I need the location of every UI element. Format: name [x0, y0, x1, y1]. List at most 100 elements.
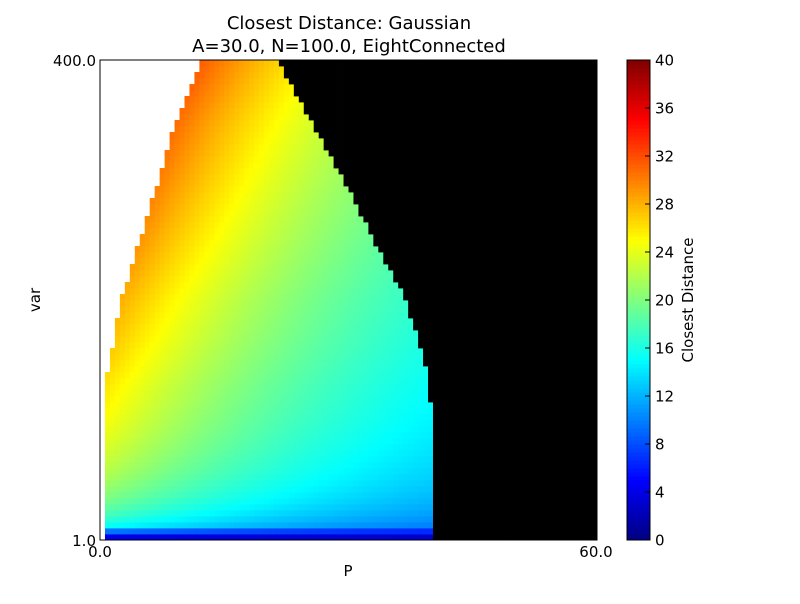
heatmap-cell — [378, 522, 384, 529]
heatmap-cell — [492, 438, 498, 445]
heatmap-cell — [104, 408, 111, 415]
heatmap-cell — [338, 246, 344, 253]
heatmap-cell — [189, 324, 195, 331]
heatmap-cell — [129, 510, 136, 517]
heatmap-cell — [477, 456, 484, 463]
heatmap-cell — [532, 498, 538, 505]
heatmap-cell — [109, 486, 116, 493]
heatmap-cell — [472, 408, 479, 415]
heatmap-cell — [502, 318, 508, 325]
heatmap-cell — [582, 372, 588, 379]
heatmap-cell — [512, 384, 518, 391]
heatmap-cell — [472, 252, 479, 259]
heatmap-cell — [393, 270, 399, 277]
heatmap-cell — [209, 438, 215, 445]
heatmap-cell — [169, 258, 175, 265]
heatmap-cell — [467, 486, 474, 493]
heatmap-cell — [393, 348, 399, 355]
heatmap-cell — [259, 288, 265, 295]
heatmap-cell — [403, 432, 409, 439]
heatmap-cell — [293, 528, 300, 535]
heatmap-cell — [239, 342, 245, 349]
heatmap-cell — [278, 312, 285, 319]
heatmap-cell — [229, 306, 235, 313]
heatmap-cell — [587, 234, 593, 241]
heatmap-cell — [164, 264, 170, 271]
heatmap-cell — [462, 486, 469, 493]
heatmap-cell — [437, 318, 444, 325]
heatmap-cell — [293, 246, 300, 253]
heatmap-cell — [308, 330, 315, 337]
heatmap-cell — [567, 354, 573, 361]
heatmap-cell — [527, 300, 533, 307]
heatmap-cell — [184, 300, 190, 307]
heatmap-cell — [189, 354, 195, 361]
heatmap-cell — [378, 444, 384, 451]
heatmap-cell — [368, 348, 374, 355]
heatmap-cell — [338, 348, 344, 355]
heatmap-cell — [368, 504, 374, 511]
heatmap-cell — [418, 438, 424, 445]
heatmap-cell — [199, 528, 205, 535]
heatmap-cell — [398, 372, 404, 379]
heatmap-cell — [542, 528, 548, 535]
heatmap-cell — [398, 288, 404, 295]
heatmap-cell — [542, 240, 548, 247]
heatmap-cell — [204, 234, 210, 241]
heatmap-cell — [418, 402, 424, 409]
heatmap-cell — [343, 348, 349, 355]
heatmap-cell — [229, 444, 235, 451]
heatmap-cell — [293, 378, 300, 385]
heatmap-cell — [403, 258, 409, 265]
heatmap-cell — [462, 522, 469, 529]
heatmap-cell — [134, 432, 141, 439]
heatmap-cell — [348, 396, 354, 403]
heatmap-cell — [219, 480, 225, 487]
heatmap-cell — [587, 390, 593, 397]
heatmap-cell — [239, 270, 245, 277]
heatmap-cell — [244, 528, 250, 535]
heatmap-cell — [328, 342, 334, 349]
heatmap-cell — [174, 228, 180, 235]
heatmap-cell — [378, 270, 384, 277]
heatmap-cell — [507, 276, 513, 283]
heatmap-cell — [572, 372, 578, 379]
heatmap-cell — [144, 408, 151, 415]
heatmap-cell — [179, 318, 185, 325]
heatmap-cell — [477, 246, 484, 253]
heatmap-cell — [477, 492, 484, 499]
heatmap-cell — [507, 378, 513, 385]
heatmap-cell — [323, 414, 330, 421]
heatmap-cell — [124, 438, 131, 445]
heatmap-cell — [234, 324, 240, 331]
heatmap-cell — [174, 276, 180, 283]
heatmap-cell — [254, 288, 260, 295]
heatmap-cell — [497, 426, 503, 433]
heatmap-cell — [283, 312, 290, 319]
heatmap-cell — [432, 462, 439, 469]
heatmap-cell — [442, 276, 449, 283]
heatmap-cell — [184, 342, 190, 349]
heatmap-cell — [209, 414, 215, 421]
heatmap-cell — [169, 450, 175, 457]
heatmap-cell — [457, 330, 464, 337]
heatmap-cell — [244, 408, 250, 415]
heatmap-cell — [318, 432, 325, 439]
heatmap-cell — [209, 276, 215, 283]
heatmap-cell — [537, 354, 543, 361]
heatmap-cell — [403, 240, 409, 247]
heatmap-cell — [264, 264, 270, 271]
heatmap-cell — [159, 402, 166, 409]
heatmap-cell — [154, 294, 161, 301]
heatmap-cell — [507, 462, 513, 469]
heatmap-cell — [428, 450, 434, 457]
heatmap-cell — [497, 438, 503, 445]
heatmap-cell — [278, 480, 285, 487]
heatmap-cell — [423, 402, 429, 409]
heatmap-cell — [134, 336, 141, 343]
heatmap-cell — [363, 510, 369, 517]
heatmap-cell — [353, 528, 359, 535]
heatmap-cell — [403, 336, 409, 343]
heatmap-cell — [393, 264, 399, 271]
heatmap-cell — [393, 420, 399, 427]
